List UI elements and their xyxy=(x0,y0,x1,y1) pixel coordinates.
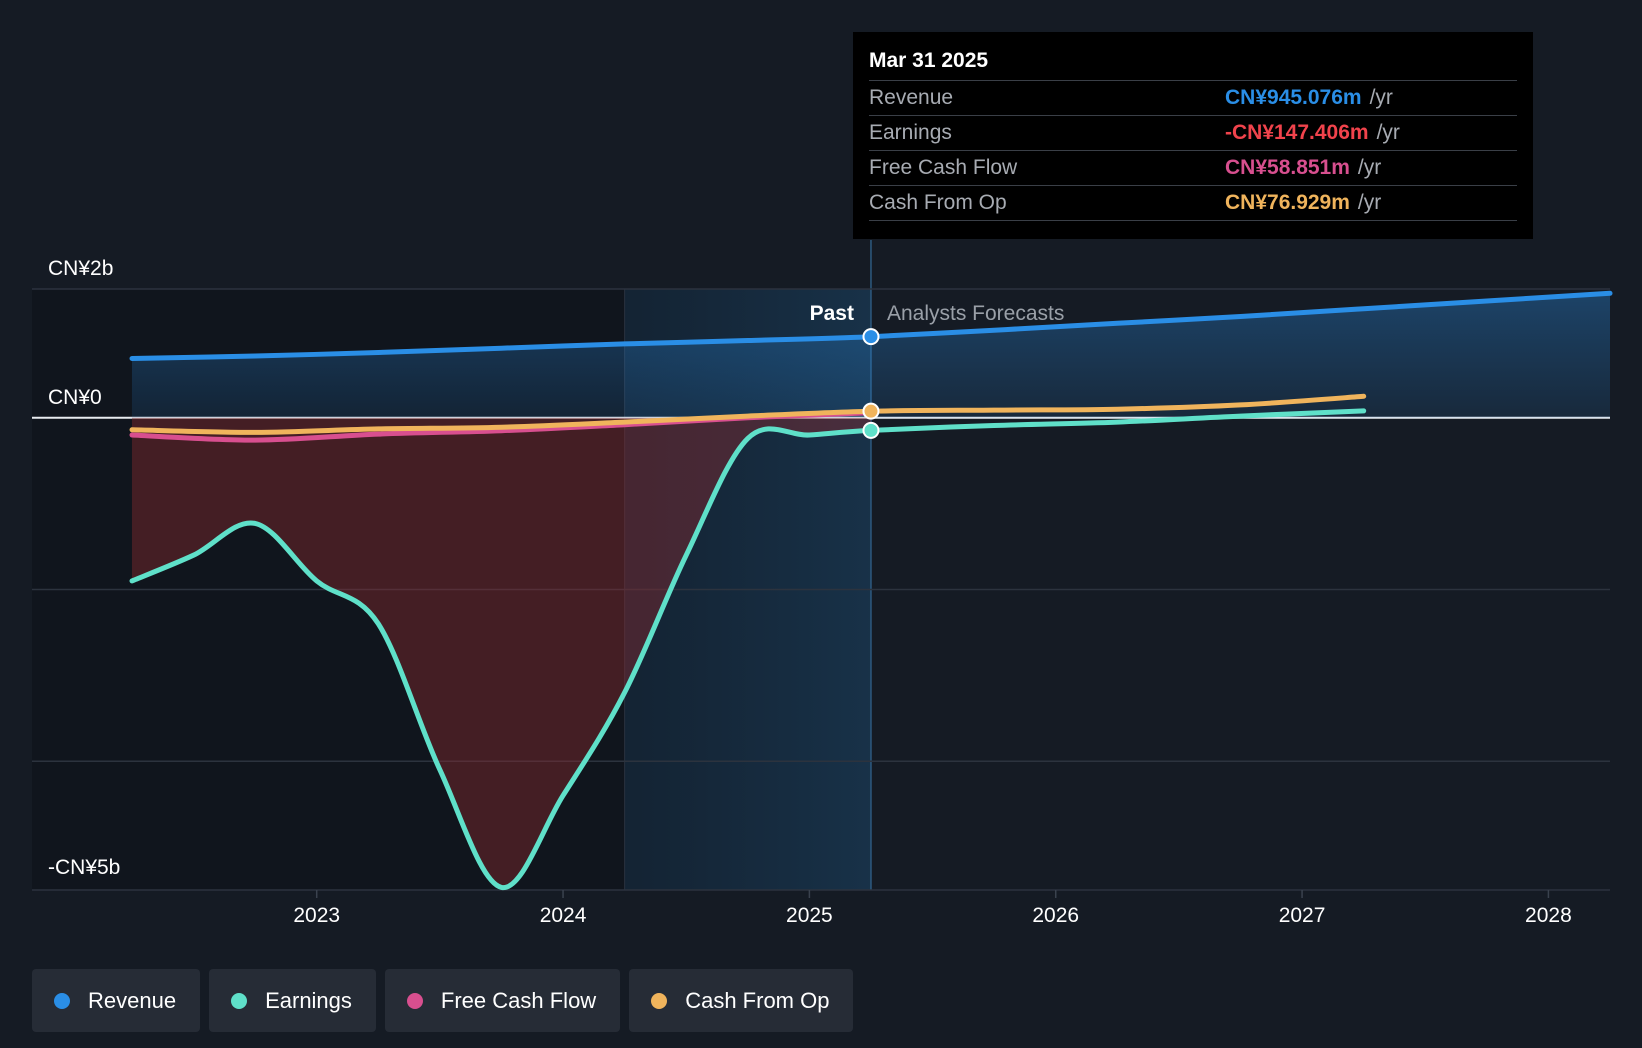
x-tick-label: 2025 xyxy=(786,904,833,927)
tooltip-row-label: Earnings xyxy=(869,121,952,144)
x-tick-label: 2024 xyxy=(540,904,587,927)
tooltip-row-label: Revenue xyxy=(869,86,954,109)
tooltip-row-value: -CN¥147.406m xyxy=(1225,121,1369,144)
tooltip-row: Earnings -CN¥147.406m/yr xyxy=(869,116,1517,151)
tooltip-row-unit: /yr xyxy=(1357,191,1382,214)
legend-dot-icon xyxy=(231,992,248,1009)
tooltip-row: Free Cash Flow CN¥58.851m/yr xyxy=(869,151,1517,186)
legend-dot-icon xyxy=(651,992,668,1009)
legend-item-cash-from-op[interactable]: Cash From Op xyxy=(629,969,854,1032)
tooltip-row-unit: /yr xyxy=(1376,121,1400,144)
tooltip-row-label: Free Cash Flow xyxy=(869,156,1018,179)
x-tick-label: 2023 xyxy=(293,904,340,927)
legend-item-earnings[interactable]: Earnings xyxy=(209,969,376,1032)
legend: Revenue Earnings Free Cash Flow Cash From O… xyxy=(32,969,854,1032)
earnings-line xyxy=(129,408,1367,890)
legend-label: Revenue xyxy=(88,987,177,1013)
tooltip-row-unit: /yr xyxy=(1369,86,1393,109)
y-tick-label: CN¥0 xyxy=(48,386,102,409)
legend-label: Earnings xyxy=(265,987,352,1013)
x-tick-label: 2027 xyxy=(1279,904,1326,927)
earnings-marker xyxy=(862,421,880,439)
legend-label: Cash From Op xyxy=(685,987,830,1013)
tooltip: Mar 31 2025 Revenue CN¥945.076m/yr Earning… xyxy=(853,32,1533,239)
revenue-marker xyxy=(862,328,880,346)
tooltip-row-value: CN¥945.076m xyxy=(1225,86,1362,109)
cash-from-op-line xyxy=(129,393,1367,435)
revenue-area xyxy=(131,293,1611,418)
legend-label: Free Cash Flow xyxy=(440,987,597,1013)
earnings-area xyxy=(131,417,871,888)
x-tick-label: 2028 xyxy=(1525,904,1572,927)
tooltip-row-value: CN¥76.929m xyxy=(1225,191,1350,214)
x-tick-label: 2026 xyxy=(1032,904,1079,927)
tooltip-row: Cash From Op CN¥76.929m/yr xyxy=(869,186,1517,221)
y-tick-label: -CN¥5b xyxy=(48,856,120,879)
legend-dot-icon xyxy=(54,992,70,1009)
tooltip-row-value: CN¥58.851m xyxy=(1225,156,1350,179)
y-tick-label: CN¥2b xyxy=(48,257,113,280)
past-label: Past xyxy=(810,302,854,325)
legend-item-free-cash-flow[interactable]: Free Cash Flow xyxy=(384,969,621,1032)
cash-from-op-marker xyxy=(862,402,880,420)
tooltip-row-unit: /yr xyxy=(1357,156,1382,179)
tooltip-row-label: Cash From Op xyxy=(869,191,1007,214)
forecast-label: Analysts Forecasts xyxy=(887,302,1064,325)
legend-dot-icon xyxy=(406,992,423,1009)
tooltip-row: Revenue CN¥945.076m/yr xyxy=(869,81,1517,116)
tooltip-date: Mar 31 2025 xyxy=(869,46,1517,81)
legend-item-revenue[interactable]: Revenue xyxy=(32,969,201,1032)
